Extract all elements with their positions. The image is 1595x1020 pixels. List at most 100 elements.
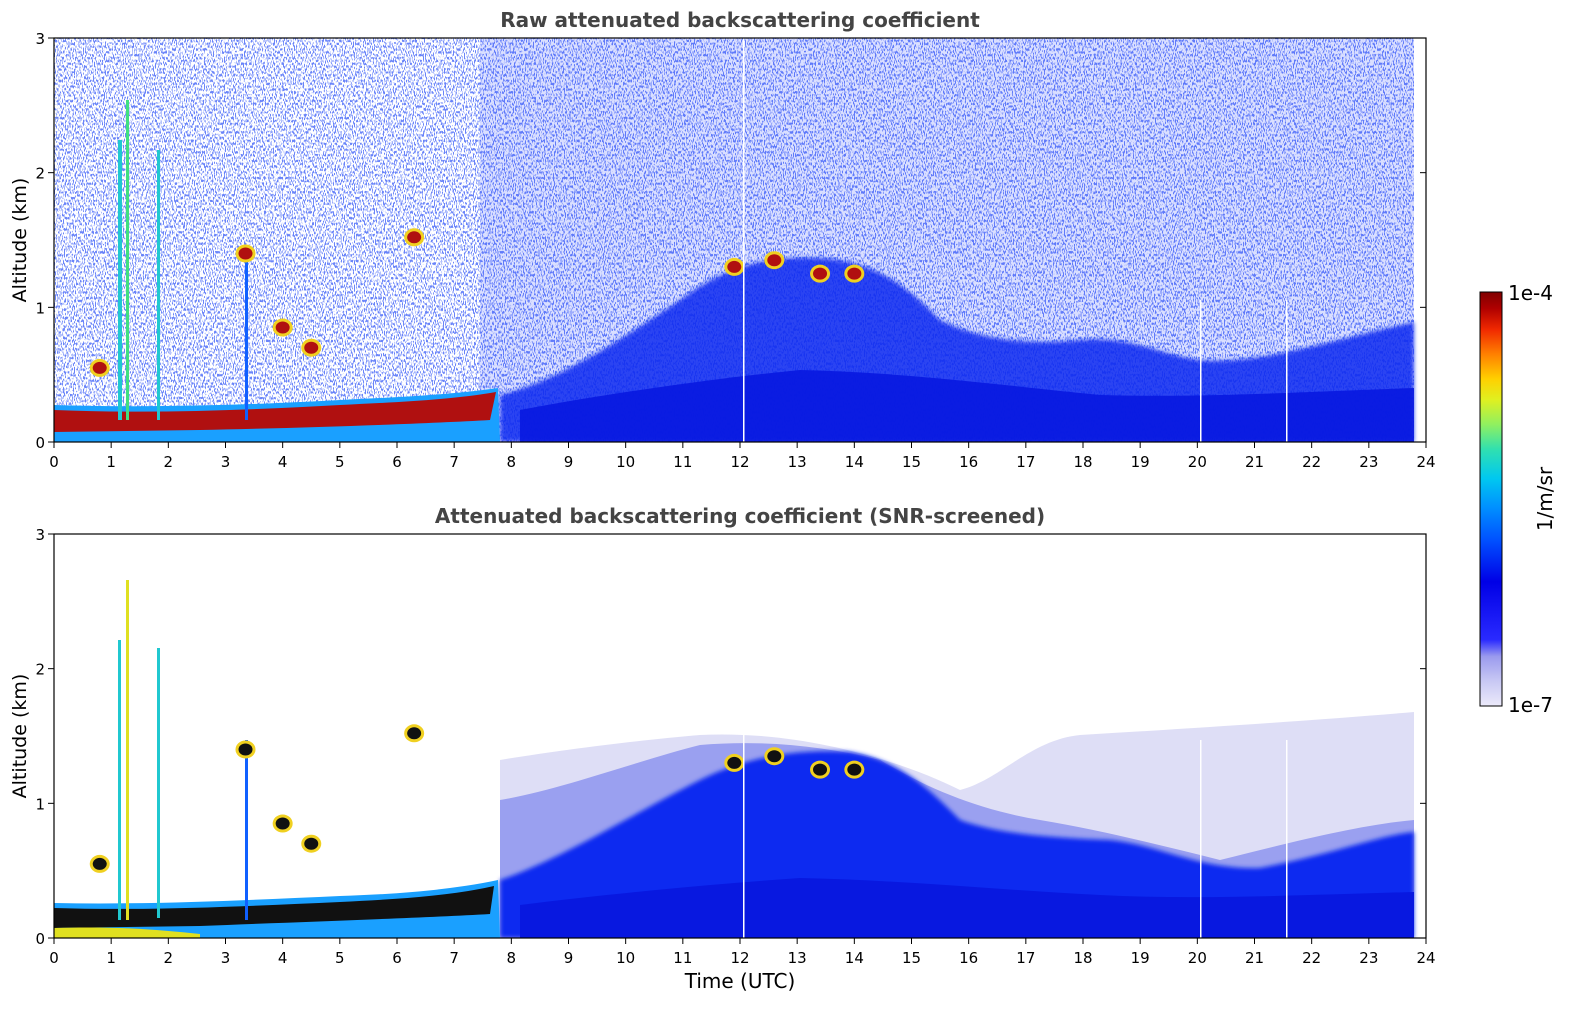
bottom-boundary-layer-core <box>54 886 494 928</box>
x-tick-label: 8 <box>507 949 517 967</box>
x-tick-label: 24 <box>1416 949 1435 967</box>
top-boundary-layer-core <box>54 392 496 432</box>
x-tick-label: 4 <box>278 453 288 471</box>
x-tick-label: 22 <box>1302 949 1321 967</box>
x-tick-label: 18 <box>1073 453 1092 471</box>
bottom-data-gap <box>743 534 745 938</box>
y-tick-label: 3 <box>35 526 45 544</box>
x-tick-label: 6 <box>392 949 402 967</box>
y-tick-label: 2 <box>35 661 45 679</box>
x-tick-label: 2 <box>164 949 174 967</box>
top-cloud-cells <box>89 228 865 377</box>
x-tick-label: 24 <box>1416 453 1435 471</box>
x-tick-label: 14 <box>845 949 864 967</box>
x-tick-label: 17 <box>1016 949 1035 967</box>
x-tick-label: 19 <box>1131 453 1150 471</box>
top-panel: Raw attenuated backscattering coefficien… <box>9 8 1436 471</box>
x-tick-label: 21 <box>1245 453 1264 471</box>
x-tick-label: 19 <box>1131 949 1150 967</box>
cloud-cell-core <box>847 267 862 280</box>
top-streak <box>157 150 160 420</box>
x-tick-label: 1 <box>106 453 116 471</box>
bottom-cloud-cells <box>89 724 865 873</box>
cloud-cell-core <box>813 267 828 280</box>
x-tick-label: 22 <box>1302 453 1321 471</box>
top-panel-title: Raw attenuated backscattering coefficien… <box>500 8 980 32</box>
bottom-streak <box>126 580 129 920</box>
x-tick-label: 17 <box>1016 453 1035 471</box>
y-tick-label: 2 <box>35 165 45 183</box>
cloud-cell-core <box>767 750 782 763</box>
top-data-gap <box>1200 300 1202 442</box>
x-tick-label: 10 <box>616 949 635 967</box>
x-tick-label: 11 <box>673 453 692 471</box>
cloud-cell-core <box>407 231 422 244</box>
bottom-y-axis: 0 1 2 3 <box>35 526 1426 948</box>
top-data-gap <box>1286 300 1288 442</box>
x-tick-label: 11 <box>673 949 692 967</box>
y-tick-label: 3 <box>35 30 45 48</box>
x-tick-label: 7 <box>449 949 459 967</box>
x-tick-label: 8 <box>507 453 517 471</box>
x-tick-label: 9 <box>564 453 574 471</box>
top-streak <box>126 100 129 420</box>
top-streak <box>118 140 122 420</box>
cloud-cell-core <box>92 361 107 374</box>
y-tick-label: 0 <box>35 930 45 948</box>
bottom-boundary-layer-base <box>54 927 200 938</box>
x-tick-label: 23 <box>1359 949 1378 967</box>
cloud-cell-core <box>238 743 253 756</box>
cloud-cell-core <box>275 321 290 334</box>
x-tick-label: 16 <box>959 949 978 967</box>
y-tick-label: 1 <box>35 795 45 813</box>
top-y-axis: 0 1 2 3 <box>35 30 1426 452</box>
bottom-data-gap <box>1200 740 1202 938</box>
x-tick-label: 0 <box>49 453 59 471</box>
cloud-cell-core <box>767 254 782 267</box>
bottom-streak <box>157 648 160 918</box>
x-tick-label: 12 <box>730 453 749 471</box>
cloud-cell-core <box>238 247 253 260</box>
x-tick-label: 3 <box>221 949 231 967</box>
bottom-streak <box>118 640 121 920</box>
bottom-panel-title: Attenuated backscattering coefficient (S… <box>435 504 1045 528</box>
cloud-cell-core <box>304 837 319 850</box>
cloud-cell-core <box>92 857 107 870</box>
cloud-cell-core <box>813 763 828 776</box>
top-data-gap <box>743 38 745 442</box>
x-tick-label: 2 <box>164 453 174 471</box>
colorbar: 1e-4 1e-7 1/m/sr <box>1479 281 1557 717</box>
top-heatmap <box>54 38 1414 442</box>
colorbar-gradient <box>1479 291 1503 707</box>
x-tick-label: 5 <box>335 453 345 471</box>
x-tick-label: 6 <box>392 453 402 471</box>
x-tick-label: 12 <box>730 949 749 967</box>
top-streak <box>245 250 248 420</box>
x-tick-label: 4 <box>278 949 288 967</box>
x-tick-label: 1 <box>106 949 116 967</box>
bottom-x-axis: 0 1 2 3 4 5 6 7 8 9 10 11 12 13 14 15 16 17 18 19 20 21 22 23 24 <box>49 938 1436 967</box>
cloud-cell-core <box>304 341 319 354</box>
cloud-cell-core <box>727 756 742 769</box>
bottom-heatmap <box>54 534 1426 938</box>
x-tick-label: 21 <box>1245 949 1264 967</box>
x-tick-label: 3 <box>221 453 231 471</box>
cloud-cell-core <box>275 817 290 830</box>
x-tick-label: 23 <box>1359 453 1378 471</box>
bottom-streak <box>245 740 248 920</box>
x-tick-label: 15 <box>902 453 921 471</box>
bottom-data-gap <box>1286 740 1288 938</box>
bottom-y-axis-label: Altitude (km) <box>9 674 31 799</box>
x-tick-label: 10 <box>616 453 635 471</box>
x-tick-label: 20 <box>1188 453 1207 471</box>
bottom-x-axis-label: Time (UTC) <box>684 969 796 993</box>
y-tick-label: 1 <box>35 299 45 317</box>
x-tick-label: 18 <box>1073 949 1092 967</box>
x-tick-label: 14 <box>845 453 864 471</box>
colorbar-min-label: 1e-7 <box>1508 693 1553 717</box>
colorbar-unit-label: 1/m/sr <box>1533 466 1557 531</box>
x-tick-label: 5 <box>335 949 345 967</box>
x-tick-label: 20 <box>1188 949 1207 967</box>
x-tick-label: 16 <box>959 453 978 471</box>
x-tick-label: 7 <box>449 453 459 471</box>
